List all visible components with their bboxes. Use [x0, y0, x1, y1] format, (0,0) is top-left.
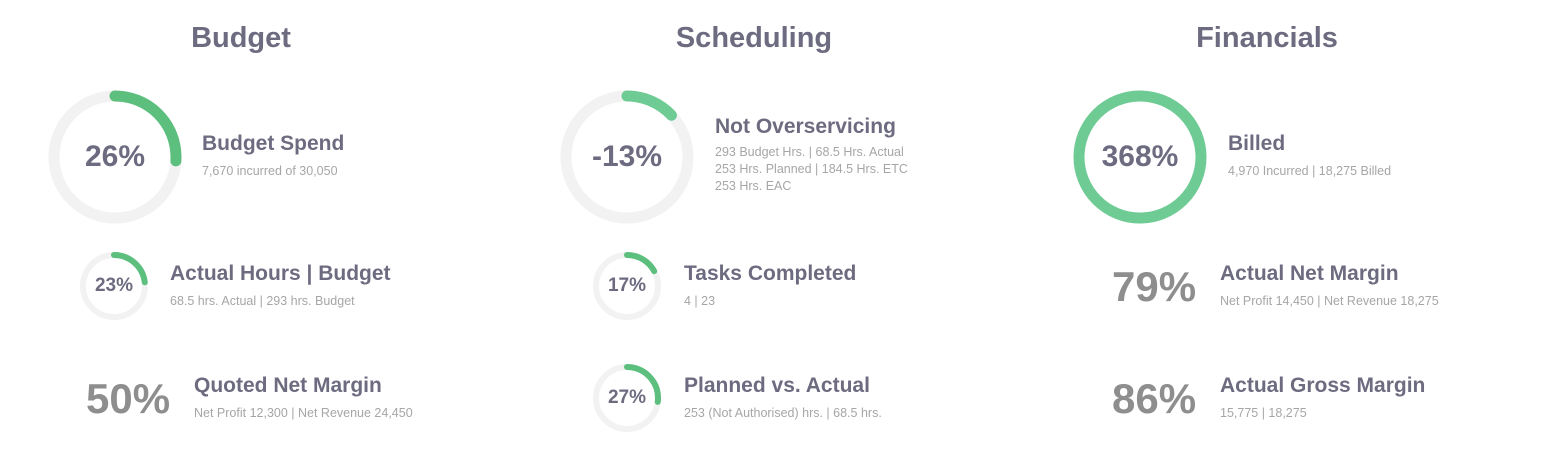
overservicing-gauge: -13% — [559, 89, 695, 225]
quoted-margin-subtitle: Net Profit 12,300 | Net Revenue 24,450 — [194, 406, 413, 420]
planned-vs-actual-title: Planned vs. Actual — [684, 374, 870, 397]
tasks-completed-title: Tasks Completed — [684, 262, 857, 285]
budget-spend-title: Budget Spend — [202, 132, 345, 155]
actual-hours-gauge: 23% — [80, 252, 148, 320]
net-margin-metric: Actual Net Margin Net Profit 14,450 | Ne… — [1220, 261, 1439, 310]
planned-vs-actual-subtitle: 253 (Not Authorised) hrs. | 68.5 hrs. — [684, 406, 882, 420]
gross-margin-percent: 86% — [1112, 375, 1197, 422]
overservicing-percent: -13% — [591, 140, 663, 173]
budget-spend-percent: 26% — [84, 140, 146, 173]
overservicing-subtitle-line: 253 Hrs. EAC — [715, 179, 792, 193]
ring-progress — [593, 364, 661, 432]
quoted-margin-percent: 50% — [86, 375, 171, 422]
overservicing-ring — [560, 90, 694, 224]
actual-hours-subtitle: 68.5 hrs. Actual | 293 hrs. Budget — [170, 294, 355, 308]
quoted-margin-metric: Quoted Net Margin Net Profit 12,300 | Ne… — [194, 373, 413, 422]
actual-hours-ring — [80, 252, 148, 320]
ring-progress — [593, 252, 661, 320]
budget-spend-gauge: 26% — [47, 89, 183, 225]
ring-progress — [48, 90, 182, 224]
billed-subtitle: 4,970 Incurred | 18,275 Billed — [1228, 164, 1392, 178]
gross-margin-subtitle: 15,775 | 18,275 — [1220, 406, 1307, 420]
net-margin-subtitle: Net Profit 14,450 | Net Revenue 18,275 — [1220, 294, 1439, 308]
ring-progress — [1073, 90, 1207, 224]
planned-vs-actual-ring — [593, 364, 661, 432]
overservicing-title: Not Overservicing — [715, 115, 896, 138]
overservicing-subtitle-line: 293 Budget Hrs. | 68.5 Hrs. Actual — [715, 145, 904, 159]
billed-gauge: 368% — [1072, 89, 1208, 225]
billed-percent: 368% — [1101, 140, 1179, 173]
overservicing-subtitle-line: 253 Hrs. Planned | 184.5 Hrs. ETC — [715, 162, 908, 176]
quoted-margin-title: Quoted Net Margin — [194, 374, 382, 397]
planned-vs-actual-percent: 27% — [607, 387, 647, 408]
financials-column-title: Financials — [1196, 22, 1338, 54]
actual-hours-metric: Actual Hours | Budget 68.5 hrs. Actual |… — [170, 261, 391, 310]
tasks-completed-metric: Tasks Completed 4 | 23 — [684, 261, 856, 310]
budget-spend-subtitle: 7,670 incurred of 30,050 — [202, 164, 338, 178]
billed-metric: Billed 4,970 Incurred | 18,275 Billed — [1228, 131, 1391, 180]
net-margin-title: Actual Net Margin — [1220, 262, 1399, 285]
ring-progress — [560, 90, 694, 224]
budget-spend-metric: Budget Spend 7,670 incurred of 30,050 — [202, 131, 344, 180]
planned-vs-actual-metric: Planned vs. Actual 253 (Not Authorised) … — [684, 373, 882, 422]
tasks-completed-subtitle: 4 | 23 — [684, 294, 716, 308]
billed-ring — [1073, 90, 1207, 224]
overservicing-metric: Not Overservicing 293 Budget Hrs. | 68.5… — [715, 114, 908, 195]
planned-vs-actual-gauge: 27% — [593, 364, 661, 432]
net-margin-percent: 79% — [1112, 263, 1197, 310]
actual-hours-percent: 23% — [94, 275, 134, 296]
budget-column-title: Budget — [191, 22, 291, 54]
overservicing-subtitle: 293 Budget Hrs. | 68.5 Hrs. Actual 253 H… — [715, 144, 908, 195]
actual-hours-title: Actual Hours | Budget — [170, 262, 391, 285]
billed-title: Billed — [1228, 132, 1286, 155]
scheduling-column-title: Scheduling — [675, 22, 833, 54]
tasks-completed-gauge: 17% — [593, 252, 661, 320]
gross-margin-title: Actual Gross Margin — [1220, 374, 1426, 397]
tasks-completed-percent: 17% — [607, 275, 647, 296]
ring-progress — [80, 252, 148, 320]
tasks-completed-ring — [593, 252, 661, 320]
gross-margin-metric: Actual Gross Margin 15,775 | 18,275 — [1220, 373, 1425, 422]
budget-spend-ring — [48, 90, 182, 224]
